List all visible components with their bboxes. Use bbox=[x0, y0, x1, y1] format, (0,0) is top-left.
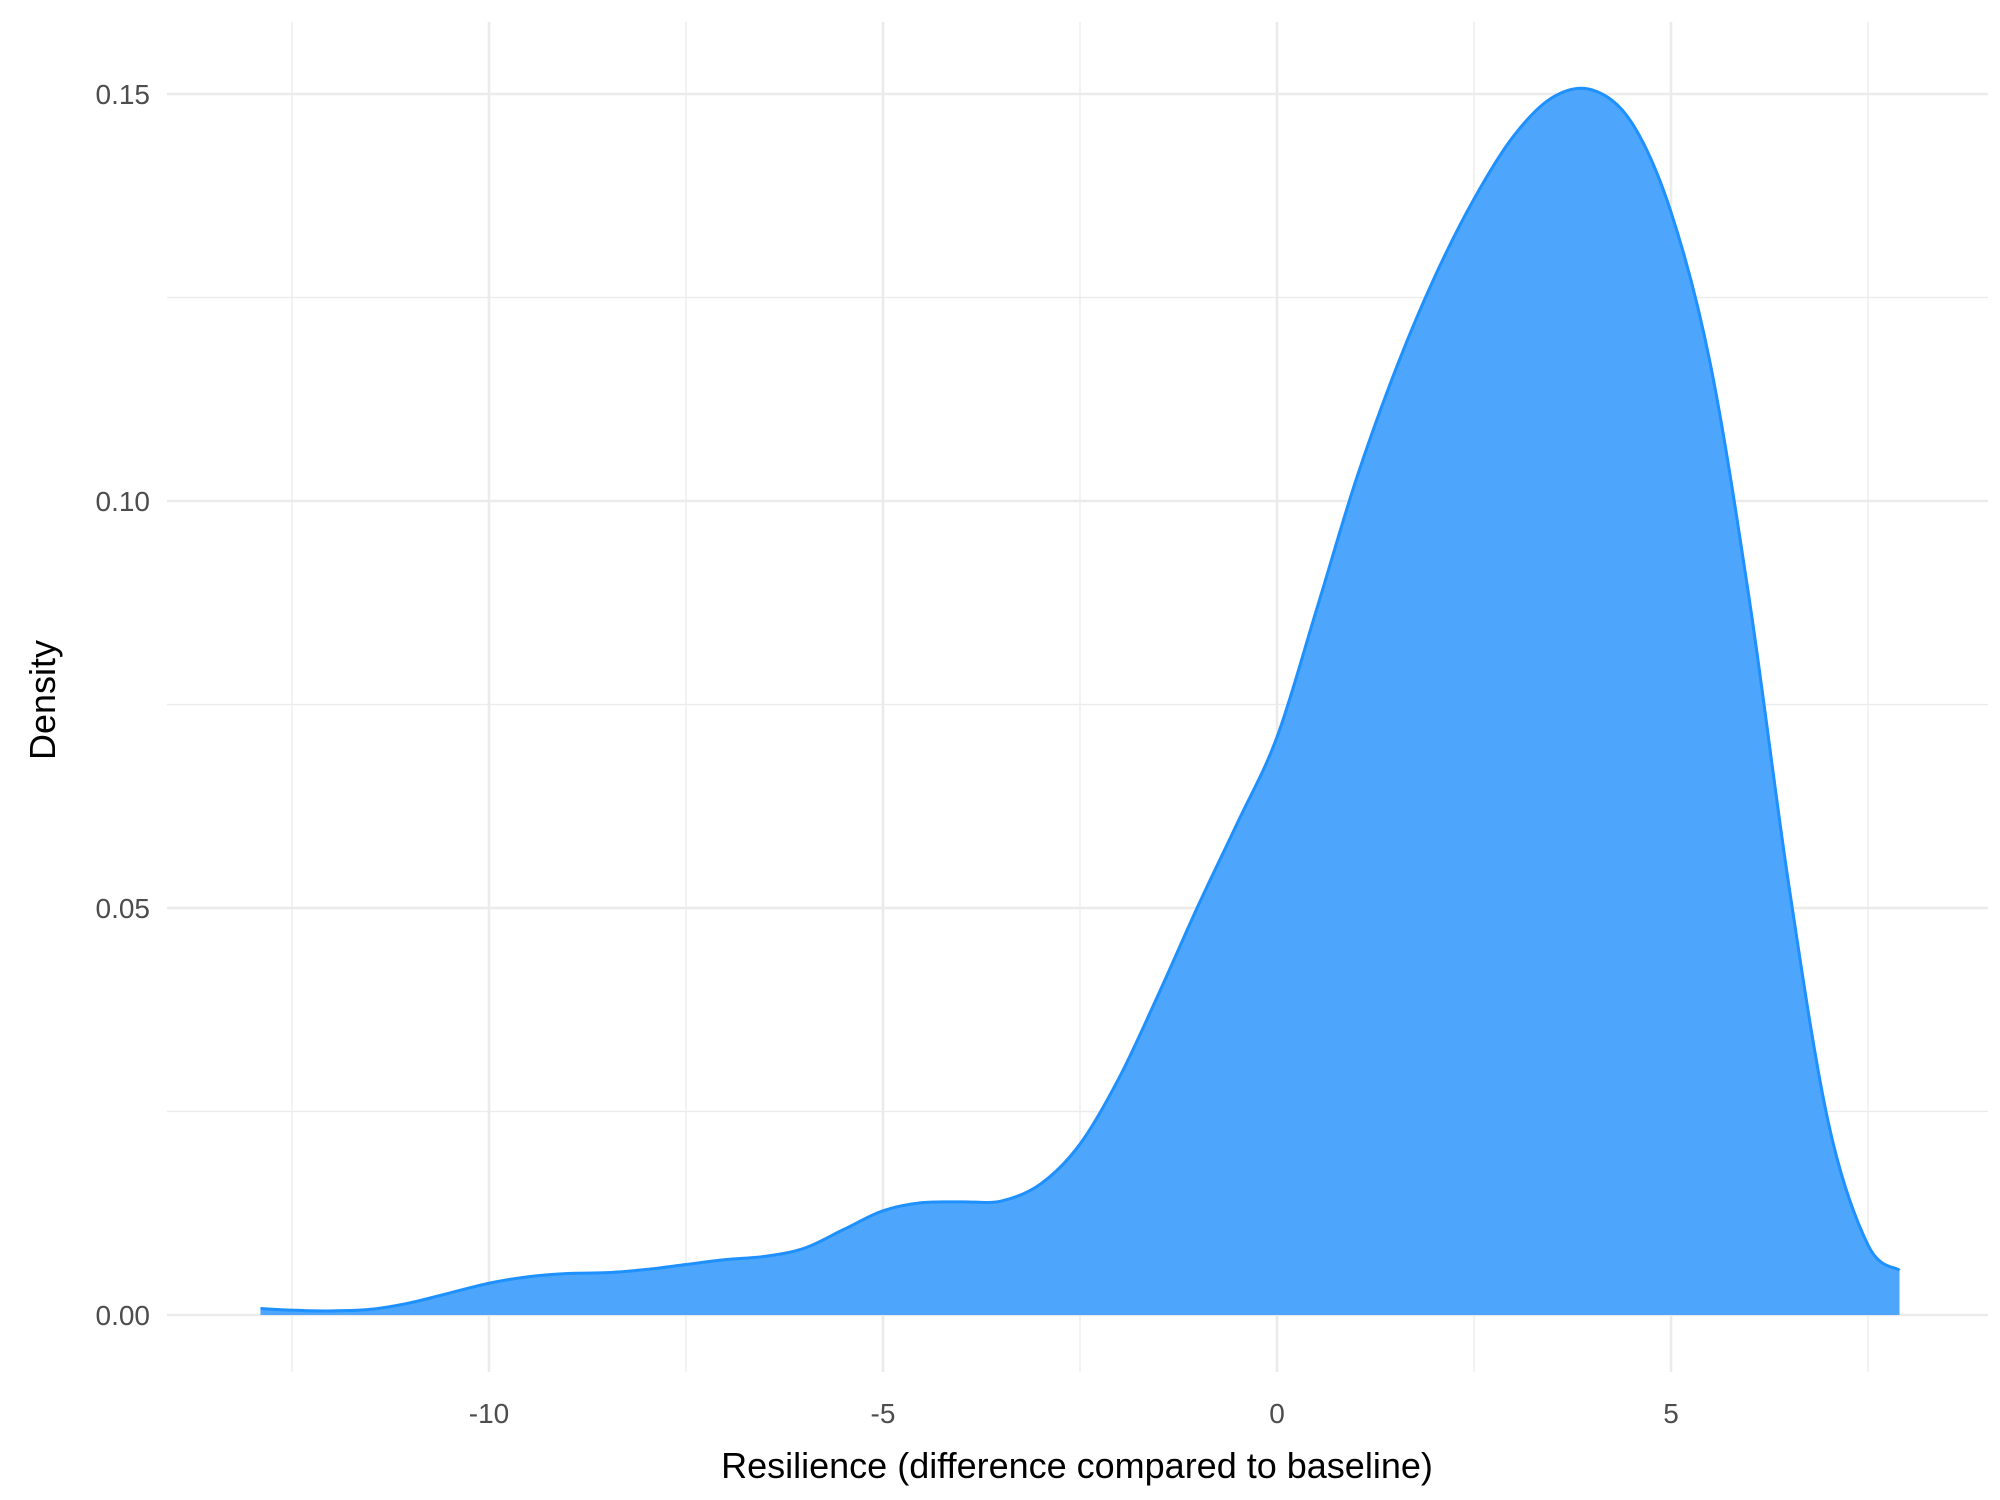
y-tick-label: 0.15 bbox=[96, 79, 151, 110]
density-area-layer bbox=[260, 86, 1901, 1316]
density-line bbox=[260, 86, 1901, 1313]
y-tick-label: 0.10 bbox=[96, 486, 151, 517]
y-axis-title: Density bbox=[22, 640, 63, 760]
y-tick-label: 0.00 bbox=[96, 1300, 151, 1331]
x-tick-label: -5 bbox=[871, 1398, 896, 1429]
x-tick-label: 5 bbox=[1663, 1398, 1679, 1429]
x-tick-label: 0 bbox=[1269, 1398, 1285, 1429]
tick-label-layer: -10 -5 0 5 0.00 0.05 0.10 0.15 bbox=[96, 79, 1679, 1429]
x-axis-title: Resilience (difference compared to basel… bbox=[721, 1445, 1433, 1486]
y-tick-label: 0.05 bbox=[96, 893, 151, 924]
x-tick-label: -10 bbox=[469, 1398, 509, 1429]
density-area bbox=[260, 88, 1900, 1316]
